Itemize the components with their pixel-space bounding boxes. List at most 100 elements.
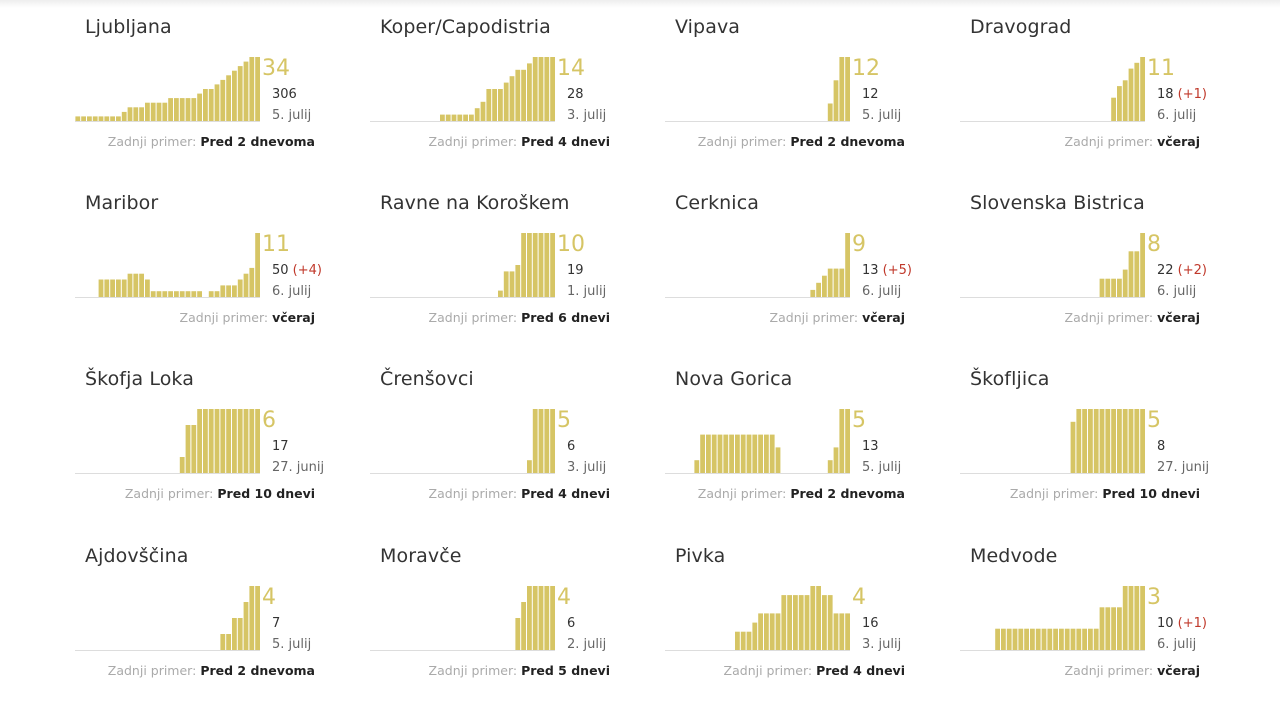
sparkline-bar <box>700 434 705 473</box>
municipality-card[interactable]: Koper/Capodistria 14 28 3. julij Zadnji … <box>370 10 610 160</box>
municipality-card[interactable]: Moravče 4 6 2. julij Zadnji primer: Pred … <box>370 539 610 689</box>
sparkline-bar <box>503 82 509 121</box>
sparkline-bar <box>185 291 191 297</box>
sparkline-bar <box>243 409 249 473</box>
last-update-date: 6. julij <box>1157 637 1197 652</box>
sparkline-bar <box>232 285 237 297</box>
sparkline-bar <box>544 57 550 121</box>
sparkline-bar <box>249 267 255 297</box>
sparkline-bar <box>162 102 168 121</box>
sparkline-bar <box>486 89 492 121</box>
last-update-date: 3. julij <box>567 108 607 123</box>
sparkline-bar <box>480 101 486 121</box>
last-update-date: 6. julij <box>272 284 312 299</box>
sparkline-bar <box>723 434 729 473</box>
municipality-card[interactable]: Medvode 3 10 (+1) 6. julij Zadnji primer… <box>960 539 1207 689</box>
sparkline-bar <box>185 98 191 121</box>
last-case-value: Pred 2 dnevoma <box>790 486 905 501</box>
municipality-card[interactable]: Cerknica 9 13 (+5) 6. julij Zadnji prime… <box>665 186 912 336</box>
sparkline-bar <box>197 409 202 473</box>
sparkline-chart <box>370 57 555 122</box>
sparkline-bar <box>839 268 845 297</box>
municipality-name: Ajdovščina <box>85 545 189 567</box>
last-update-date: 3. julij <box>567 460 607 475</box>
sparkline-bar <box>179 457 185 473</box>
sparkline-bar <box>87 116 92 121</box>
municipality-card[interactable]: Črenšovci 5 6 3. julij Zadnji primer: Pre… <box>370 362 610 512</box>
sparkline-bar <box>752 434 758 473</box>
last-case-label: Zadnji primer: <box>179 310 269 325</box>
municipality-card[interactable]: Škofljica 5 8 27. junij Zadnji primer: Pr… <box>960 362 1209 512</box>
sparkline-bar <box>729 434 734 473</box>
sparkline-chart <box>75 409 260 474</box>
sparkline-bar <box>1122 269 1128 297</box>
sparkline-bar <box>116 279 121 297</box>
municipality-card[interactable]: Pivka 4 16 3. julij Zadnji primer: Pred 4… <box>665 539 905 689</box>
municipality-card[interactable]: Ravne na Koroškem 10 19 1. julij Zadnji … <box>370 186 610 336</box>
sparkline-bar <box>226 75 231 121</box>
municipality-name: Škofja Loka <box>85 368 194 390</box>
sparkline-bar <box>1076 409 1082 473</box>
sparkline-bar <box>775 447 781 473</box>
last-update-date: 1. julij <box>567 284 607 299</box>
sparkline-bar <box>521 602 526 650</box>
sparkline-bar <box>781 595 787 650</box>
sparkline-bar <box>1088 628 1093 650</box>
sparkline-bar <box>694 460 700 473</box>
sparkline-bar <box>544 409 550 473</box>
sparkline-bar <box>527 63 532 121</box>
last-case-value: Pred 2 dnevoma <box>200 134 315 149</box>
sparkline-bar <box>110 279 115 297</box>
sparkline-bar <box>1134 62 1140 121</box>
total-cases-value: 13 <box>862 263 879 278</box>
municipality-card[interactable]: Ajdovščina 4 7 5. julij Zadnji primer: Pr… <box>75 539 315 689</box>
sparkline-bar <box>1105 409 1111 473</box>
municipality-name: Medvode <box>970 545 1058 567</box>
sparkline-bar <box>839 613 845 650</box>
sparkline-chart <box>75 586 260 651</box>
sparkline-bar <box>538 409 544 473</box>
sparkline-bar <box>156 102 162 121</box>
last-case-value: Pred 10 dnevi <box>217 486 315 501</box>
total-cases-value: 12 <box>862 87 879 102</box>
active-cases-count: 34 <box>262 56 290 81</box>
sparkline-chart <box>960 57 1145 122</box>
sparkline-bar <box>1117 409 1122 473</box>
last-case-label: Zadnji primer: <box>1064 134 1154 149</box>
sparkline-bar <box>538 57 544 121</box>
last-update-date: 6. julij <box>862 284 902 299</box>
sparkline-bar <box>515 618 521 650</box>
sparkline-bar <box>498 89 503 121</box>
sparkline-bar <box>746 631 752 650</box>
last-case-label: Zadnji primer: <box>107 663 197 678</box>
sparkline-chart <box>75 233 260 298</box>
municipality-card[interactable]: Maribor 11 50 (+4) 6. julij Zadnji prime… <box>75 186 322 336</box>
active-cases-count: 4 <box>262 585 276 610</box>
sparkline-bar <box>145 102 150 121</box>
sparkline-chart <box>960 233 1145 298</box>
last-case-info: Zadnji primer: Pred 2 dnevoma <box>698 134 905 149</box>
sparkline-bar <box>81 116 86 121</box>
total-cases-value: 8 <box>1157 439 1166 454</box>
municipality-card[interactable]: Škofja Loka 6 17 27. junij Zadnji primer… <box>75 362 324 512</box>
total-cases: 16 <box>862 616 879 631</box>
sparkline-bar <box>127 273 133 297</box>
municipality-card[interactable]: Slovenska Bistrica 8 22 (+2) 6. julij Za… <box>960 186 1207 336</box>
sparkline-bar <box>220 409 226 473</box>
total-cases-delta: (+5) <box>878 263 912 278</box>
sparkline-bar <box>527 233 532 297</box>
sparkline-bar <box>1117 86 1122 121</box>
last-case-info: Zadnji primer: Pred 2 dnevoma <box>698 486 905 501</box>
sparkline-bar <box>769 613 775 650</box>
municipality-card[interactable]: Ljubljana 34 306 5. julij Zadnji primer:… <box>75 10 315 160</box>
sparkline-bar <box>249 57 255 121</box>
total-cases-value: 28 <box>567 87 584 102</box>
sparkline-chart <box>665 586 850 651</box>
municipality-card[interactable]: Dravograd 11 18 (+1) 6. julij Zadnji pri… <box>960 10 1207 160</box>
sparkline-bar <box>1111 607 1116 650</box>
municipality-card[interactable]: Vipava 12 12 5. julij Zadnji primer: Pred… <box>665 10 905 160</box>
sparkline-bar <box>1140 409 1145 473</box>
last-case-label: Zadnji primer: <box>428 134 518 149</box>
sparkline-bar <box>220 285 226 297</box>
municipality-card[interactable]: Nova Gorica 5 13 5. julij Zadnji primer:… <box>665 362 905 512</box>
